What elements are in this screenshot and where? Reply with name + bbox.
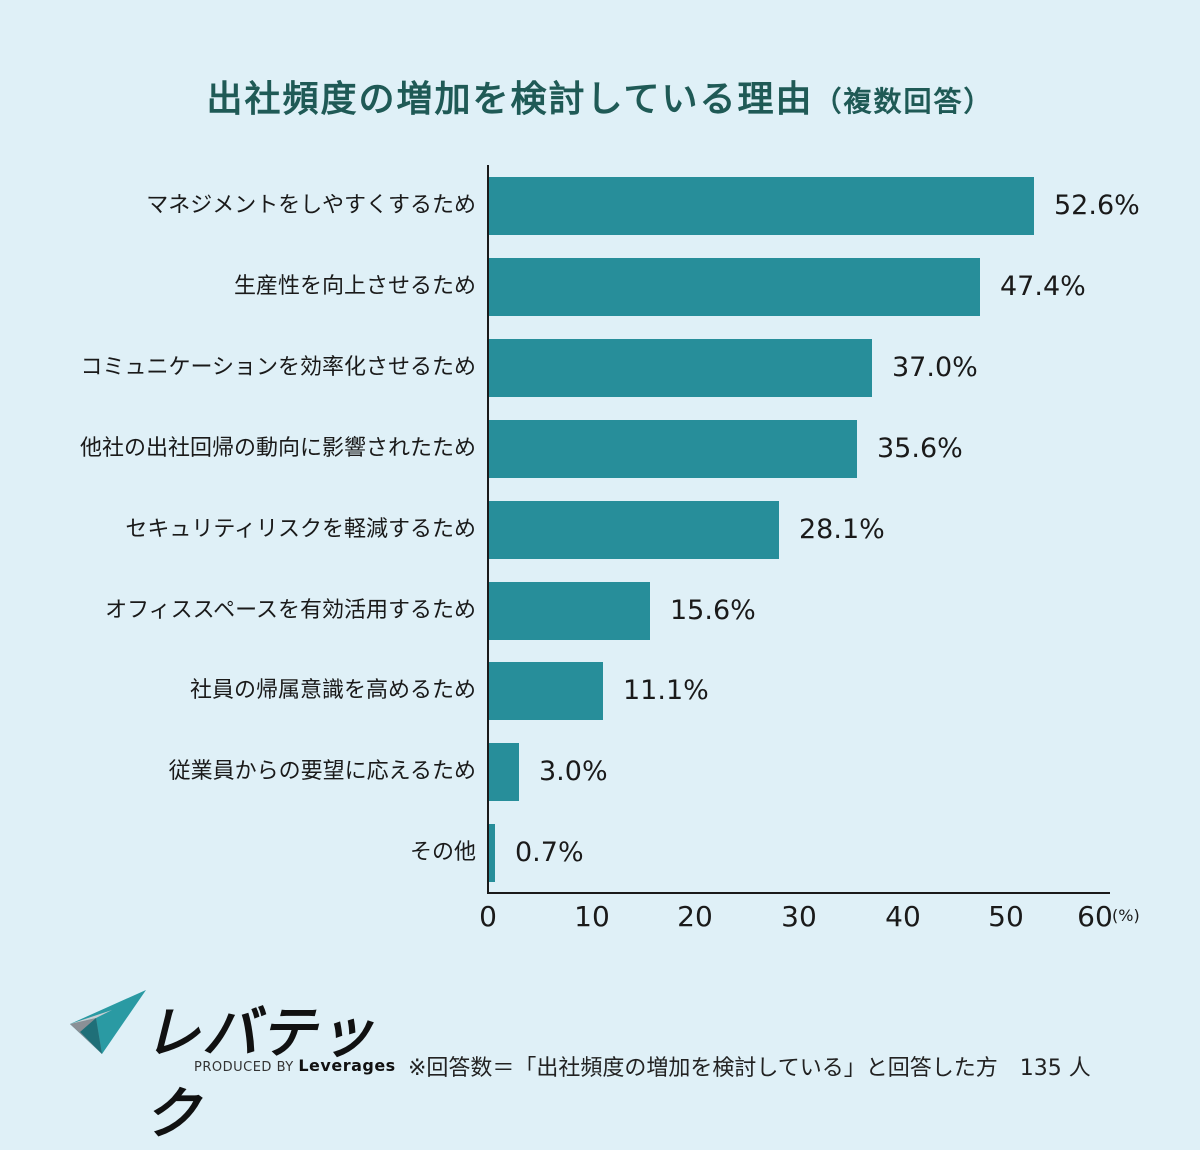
value-label: 3.0% <box>539 756 608 787</box>
value-label: 47.4% <box>1000 271 1086 302</box>
y-axis-line <box>487 165 489 894</box>
category-label: 生産性を向上させるため <box>233 274 476 299</box>
value-label: 35.6% <box>877 433 963 464</box>
bar-row: その他 0.7% <box>0 824 1200 882</box>
value-label: 37.0% <box>892 352 978 383</box>
bar-row: オフィススペースを有効活用するため 15.6% <box>0 582 1200 640</box>
x-tick-label: 60 <box>1077 900 1113 933</box>
bar <box>489 420 857 478</box>
levtech-logo: レバテック PRODUCED BY Leverages <box>66 988 395 1147</box>
brand-name: Leverages <box>298 1056 396 1075</box>
category-label: セキュリティリスクを軽減するため <box>125 517 476 542</box>
bar-row: コミュニケーションを効率化させるため 37.0% <box>0 339 1200 397</box>
x-tick-label: 30 <box>781 900 817 933</box>
x-tick-label: 0 <box>479 900 497 933</box>
bar <box>489 582 650 640</box>
chart-title-suffix: （複数回答） <box>813 85 994 118</box>
chart-title: 出社頻度の増加を検討している理由（複数回答） <box>0 70 1200 122</box>
bar <box>489 743 519 801</box>
bar <box>489 824 495 882</box>
bar-row: 社員の帰属意識を高めるため 11.1% <box>0 662 1200 720</box>
logo-wordmark: レバテック <box>144 1001 376 1147</box>
category-label: コミュニケーションを効率化させるため <box>80 355 476 380</box>
value-label: 11.1% <box>623 675 709 706</box>
category-label: 他社の出社回帰の動向に影響されたため <box>79 436 476 461</box>
produced-by-label: PRODUCED BY <box>194 1060 294 1075</box>
value-label: 15.6% <box>670 595 756 626</box>
logo-mark-icon <box>70 990 146 1054</box>
x-tick-label: 40 <box>885 900 921 933</box>
x-tick-label: 20 <box>677 900 713 933</box>
category-label: 社員の帰属意識を高めるため <box>189 678 476 703</box>
bar <box>489 339 872 397</box>
x-axis-unit: (%) <box>1112 906 1140 925</box>
bar-chart: マネジメントをしやすくするため 52.6% 生産性を向上させるため 47.4% … <box>0 165 1200 933</box>
bar <box>489 662 603 720</box>
bar-row: 従業員からの要望に応えるため 3.0% <box>0 743 1200 801</box>
bar <box>489 501 779 559</box>
category-label: マネジメントをしやすくするため <box>146 193 476 218</box>
chart-title-main: 出社頻度の増加を検討している理由 <box>206 79 814 120</box>
category-label: その他 <box>409 840 476 865</box>
bar-row: セキュリティリスクを軽減するため 28.1% <box>0 501 1200 559</box>
bar-row: 他社の出社回帰の動向に影響されたため 35.6% <box>0 420 1200 478</box>
bar <box>489 177 1034 235</box>
x-tick-label: 50 <box>988 900 1024 933</box>
value-label: 52.6% <box>1054 190 1140 221</box>
bar-row: 生産性を向上させるため 47.4% <box>0 258 1200 316</box>
x-axis-line <box>487 892 1110 894</box>
produced-by: PRODUCED BY Leverages <box>194 1056 396 1075</box>
bar-row: マネジメントをしやすくするため 52.6% <box>0 177 1200 235</box>
category-label: オフィススペースを有効活用するため <box>105 598 476 623</box>
value-label: 0.7% <box>515 837 584 868</box>
category-label: 従業員からの要望に応えるため <box>168 759 476 784</box>
bar <box>489 258 980 316</box>
respondent-note: ※回答数＝「出社頻度の増加を検討している」と回答した方 135 人 <box>408 1056 1091 1081</box>
x-tick-label: 10 <box>574 900 610 933</box>
value-label: 28.1% <box>799 514 885 545</box>
